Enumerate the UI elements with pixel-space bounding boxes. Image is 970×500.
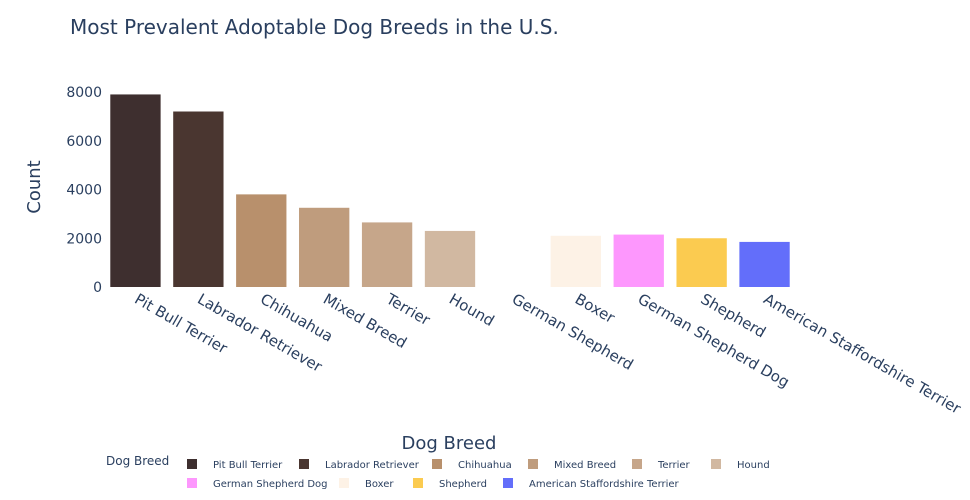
bar [236, 194, 287, 287]
bar [739, 241, 790, 287]
legend-swatch [187, 478, 197, 488]
legend-item: Shepherd [439, 479, 487, 490]
bar [361, 222, 413, 287]
bar [424, 230, 476, 287]
y-axis: 0 2000 4000 6000 8000 [66, 85, 102, 296]
x-tick-label: Terrier [382, 289, 434, 329]
legend: Dog Breed Pit Bull Terrier Labrador Retri… [106, 454, 770, 490]
x-tick-label: Hound [446, 290, 497, 330]
bar [110, 94, 161, 287]
legend-swatch [632, 459, 642, 469]
bars [110, 94, 790, 287]
x-axis-title: Dog Breed [402, 433, 497, 454]
legend-swatch [299, 459, 309, 469]
legend-item: Terrier [657, 460, 691, 471]
legend-swatch [711, 459, 721, 469]
y-tick-label: 6000 [66, 134, 102, 150]
legend-item: Boxer [365, 479, 394, 490]
bar [173, 111, 224, 287]
legend-swatch [339, 478, 349, 488]
legend-title: Dog Breed [106, 454, 169, 468]
legend-item: German Shepherd Dog [213, 479, 328, 490]
legend-swatch [413, 478, 423, 488]
y-axis-title: Count [24, 160, 45, 213]
bar [550, 235, 601, 287]
y-tick-label: 2000 [66, 231, 102, 247]
legend-item: Mixed Breed [554, 460, 616, 471]
y-tick-label: 8000 [66, 85, 102, 101]
legend-item: Chihuahua [458, 460, 512, 471]
legend-item: American Staffordshire Terrier [529, 479, 680, 490]
bar [613, 234, 664, 287]
bar [299, 207, 350, 287]
legend-item: Pit Bull Terrier [213, 460, 283, 471]
legend-swatch [503, 478, 513, 488]
legend-swatch [432, 459, 442, 469]
legend-item: Hound [737, 460, 770, 471]
legend-swatch [528, 459, 538, 469]
y-tick-label: 4000 [66, 183, 102, 199]
y-tick-label: 0 [93, 280, 102, 296]
bar [676, 238, 727, 287]
legend-item: Labrador Retriever [325, 460, 420, 471]
x-tick-label: American Staffordshire Terrier [761, 290, 965, 418]
chart-title: Most Prevalent Adoptable Dog Breeds in t… [70, 15, 559, 39]
x-tick-label: Boxer [572, 290, 619, 327]
legend-swatch [187, 459, 197, 469]
